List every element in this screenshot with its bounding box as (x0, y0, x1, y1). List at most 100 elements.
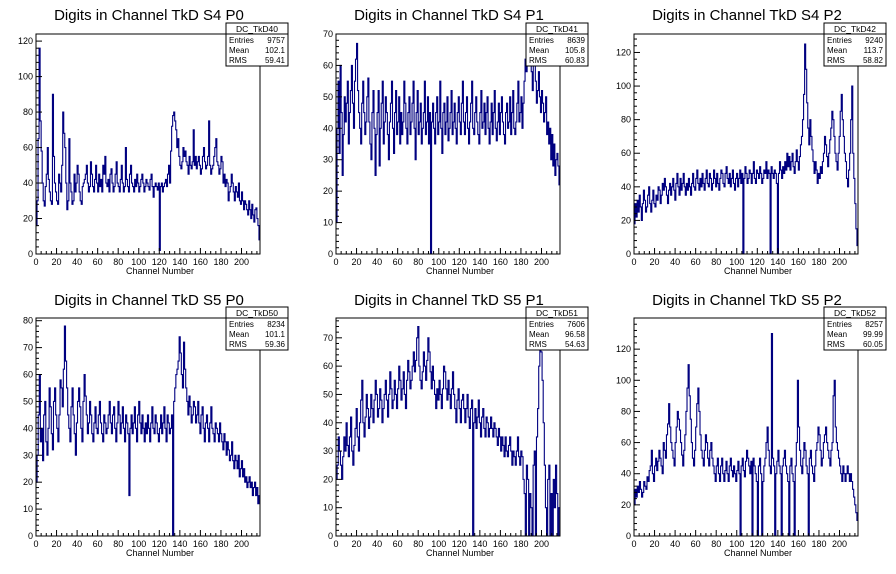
x-axis-label: Channel Number (724, 548, 792, 558)
x-tick-label: 80 (413, 257, 423, 267)
chart-title: Digits in Channel TkD S4 P0 (54, 7, 244, 24)
x-tick-label: 160 (791, 257, 806, 267)
x-tick-label: 120 (152, 539, 167, 549)
x-axis-label: Channel Number (426, 548, 494, 558)
x-tick-label: 180 (811, 539, 826, 549)
stats-entries-value: 8257 (865, 320, 883, 329)
stats-name: DC_TkD51 (536, 308, 578, 318)
x-tick-label: 160 (791, 539, 806, 549)
x-tick-label: 80 (711, 257, 721, 267)
chart-panel-4: Digits in Channel TkD S5 P10 20 40 60 80 100 1… (323, 292, 589, 558)
x-tick-label: 100 (729, 257, 744, 267)
x-tick-label: 0 (631, 257, 636, 267)
stats-name: DC_TkD52 (834, 308, 876, 318)
stats-entries-label: Entries (529, 36, 554, 45)
x-tick-label: 20 (650, 539, 660, 549)
y-tick-label: 40 (23, 423, 33, 433)
stats-box-frame (225, 22, 289, 67)
stats-mean-label: Mean (229, 46, 249, 55)
x-tick-label: 80 (711, 539, 721, 549)
y-tick-label: 20 (23, 214, 33, 224)
stats-mean-value: 102.1 (265, 46, 286, 55)
y-tick-label: 80 (621, 406, 631, 416)
y-tick-label: 70 (323, 333, 333, 343)
plot-frame (633, 33, 859, 255)
stats-mean-label: Mean (827, 330, 847, 339)
histogram-line (36, 325, 260, 537)
x-tick-label: 180 (213, 257, 228, 267)
y-tick-label: 20 (323, 474, 333, 484)
stats-name: DC_TkD40 (236, 24, 278, 34)
stats-entries-label: Entries (229, 36, 254, 45)
stats-rms-label: RMS (529, 340, 547, 349)
y-tick-label: 60 (23, 370, 33, 380)
stats-rms-value: 60.05 (863, 340, 884, 349)
x-tick-label: 120 (452, 257, 467, 267)
y-tick-label: 30 (323, 446, 333, 456)
plot-frame (335, 33, 561, 255)
x-axis-label: Channel Number (126, 266, 194, 276)
y-tick-label: 20 (23, 477, 33, 487)
x-tick-label: 180 (811, 257, 826, 267)
x-tick-label: 20 (52, 257, 62, 267)
stats-entries-label: Entries (827, 36, 852, 45)
stats-mean-label: Mean (827, 46, 847, 55)
y-tick-label: 120 (616, 47, 631, 57)
x-tick-label: 60 (93, 539, 103, 549)
x-tick-label: 200 (534, 539, 549, 549)
x-tick-label: 60 (393, 257, 403, 267)
y-tick-label: 0 (28, 531, 33, 541)
stats-entries-value: 9757 (267, 36, 285, 45)
x-tick-label: 20 (352, 539, 362, 549)
x-tick-label: 140 (472, 539, 487, 549)
y-tick-label: 120 (18, 36, 33, 46)
stats-mean-label: Mean (229, 330, 249, 339)
histogram-line (336, 33, 560, 255)
x-tick-label: 160 (193, 539, 208, 549)
stats-rms-value: 60.83 (565, 56, 586, 65)
chart-title: Digits in Channel TkD S4 P2 (652, 7, 842, 24)
y-tick-label: 80 (621, 115, 631, 125)
plot-frame (633, 317, 859, 537)
chart-panel-3: Digits in Channel TkD S5 P00 20 40 60 80 100 1… (23, 292, 289, 558)
y-tick-label: 80 (23, 107, 33, 117)
x-tick-label: 180 (513, 257, 528, 267)
plot-frame (35, 317, 261, 537)
histogram-line (634, 333, 858, 537)
stats-entries-value: 8234 (267, 320, 285, 329)
y-tick-label: 60 (323, 60, 333, 70)
x-tick-label: 100 (431, 257, 446, 267)
stats-mean-value: 96.58 (565, 330, 586, 339)
x-tick-label: 120 (750, 257, 765, 267)
x-tick-label: 0 (33, 257, 38, 267)
x-tick-label: 120 (452, 539, 467, 549)
stats-name: DC_TkD41 (536, 24, 578, 34)
chart-title: Digits in Channel TkD S5 P1 (354, 292, 544, 309)
stats-box-frame (525, 306, 589, 351)
x-tick-label: 140 (172, 539, 187, 549)
stats-box: DC_TkD50 Entries 8234 Mean 101.1 RMS 59.36 (225, 306, 289, 351)
x-tick-label: 200 (832, 257, 847, 267)
chart-title: Digits in Channel TkD S5 P2 (652, 292, 842, 309)
x-tick-label: 200 (234, 257, 249, 267)
stats-entries-value: 9240 (865, 36, 883, 45)
stats-rms-label: RMS (827, 340, 845, 349)
y-tick-label: 0 (328, 249, 333, 259)
stats-box-frame (225, 306, 289, 351)
stats-box-frame (525, 22, 589, 67)
stats-entries-label: Entries (529, 320, 554, 329)
x-tick-label: 180 (213, 539, 228, 549)
stats-name: DC_TkD50 (236, 308, 278, 318)
y-tick-label: 70 (323, 29, 333, 39)
stats-entries-value: 8639 (567, 36, 585, 45)
histogram-line (336, 323, 560, 537)
x-tick-label: 180 (513, 539, 528, 549)
x-tick-label: 200 (832, 539, 847, 549)
stats-entries-value: 7606 (567, 320, 585, 329)
y-tick-label: 70 (23, 343, 33, 353)
x-tick-label: 160 (493, 539, 508, 549)
chart-panel-1: Digits in Channel TkD S4 P10 20 40 60 80 100 1… (323, 7, 589, 276)
x-tick-label: 60 (691, 539, 701, 549)
y-tick-label: 100 (616, 81, 631, 91)
x-tick-label: 140 (172, 257, 187, 267)
